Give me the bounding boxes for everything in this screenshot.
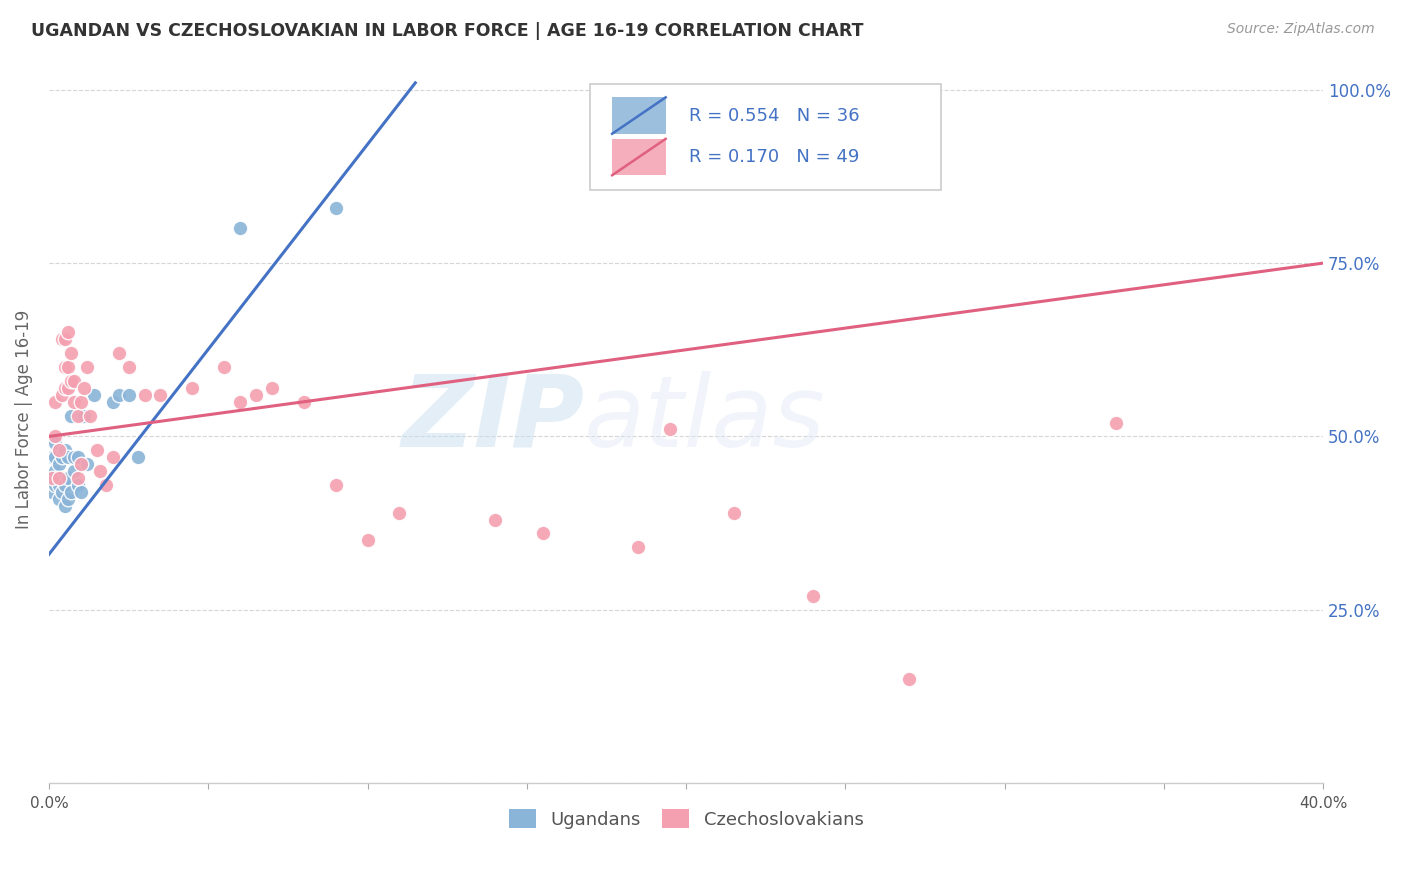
Point xyxy=(66,450,89,465)
Point xyxy=(69,409,91,423)
Point xyxy=(292,394,315,409)
Point xyxy=(60,484,83,499)
Point xyxy=(69,394,91,409)
Point xyxy=(898,672,921,686)
Point xyxy=(659,422,682,436)
Legend: Ugandans, Czechoslovakians: Ugandans, Czechoslovakians xyxy=(502,802,870,836)
Point xyxy=(96,478,118,492)
Point xyxy=(60,346,83,360)
Point xyxy=(117,388,139,402)
Point xyxy=(325,201,347,215)
Point xyxy=(356,533,378,548)
Point xyxy=(48,457,70,471)
Point xyxy=(212,360,235,375)
Point xyxy=(56,326,79,340)
Point xyxy=(229,394,252,409)
Point xyxy=(245,388,267,402)
Point xyxy=(260,381,283,395)
Y-axis label: In Labor Force | Age 16-19: In Labor Force | Age 16-19 xyxy=(15,310,32,529)
Point xyxy=(41,484,63,499)
Text: Source: ZipAtlas.com: Source: ZipAtlas.com xyxy=(1227,22,1375,37)
Point xyxy=(44,450,66,465)
Point xyxy=(89,464,111,478)
Text: R = 0.554   N = 36: R = 0.554 N = 36 xyxy=(689,106,859,125)
Point xyxy=(325,478,347,492)
Point xyxy=(83,388,105,402)
Point xyxy=(76,457,98,471)
Point xyxy=(60,409,83,423)
Text: ZIP: ZIP xyxy=(401,370,583,467)
FancyBboxPatch shape xyxy=(612,97,665,134)
Point xyxy=(101,394,124,409)
Point xyxy=(63,450,86,465)
Point xyxy=(76,360,98,375)
Point xyxy=(86,443,108,458)
Point xyxy=(51,332,73,346)
Point xyxy=(48,443,70,458)
Point xyxy=(56,471,79,485)
Point xyxy=(41,471,63,485)
Point xyxy=(73,381,96,395)
Point xyxy=(56,450,79,465)
Point xyxy=(44,478,66,492)
Point xyxy=(66,471,89,485)
Point xyxy=(63,374,86,388)
Point xyxy=(41,471,63,485)
FancyBboxPatch shape xyxy=(612,139,665,175)
Point xyxy=(101,450,124,465)
Point xyxy=(627,541,650,555)
Text: atlas: atlas xyxy=(583,370,825,467)
Point xyxy=(44,394,66,409)
Point xyxy=(229,221,252,235)
Point xyxy=(53,381,76,395)
Text: UGANDAN VS CZECHOSLOVAKIAN IN LABOR FORCE | AGE 16-19 CORRELATION CHART: UGANDAN VS CZECHOSLOVAKIAN IN LABOR FORC… xyxy=(31,22,863,40)
Point xyxy=(48,478,70,492)
Point xyxy=(63,394,86,409)
Point xyxy=(134,388,156,402)
Point xyxy=(53,443,76,458)
Point xyxy=(1105,416,1128,430)
Point xyxy=(53,360,76,375)
Point xyxy=(69,484,91,499)
Point xyxy=(803,589,825,603)
Point xyxy=(181,381,204,395)
Point xyxy=(53,478,76,492)
Point xyxy=(723,506,745,520)
Point xyxy=(79,409,101,423)
Point xyxy=(108,388,131,402)
Point xyxy=(60,374,83,388)
Point xyxy=(53,332,76,346)
Point xyxy=(149,388,172,402)
Point xyxy=(388,506,411,520)
Point xyxy=(484,513,506,527)
Point xyxy=(44,436,66,450)
Point xyxy=(63,464,86,478)
Point xyxy=(66,409,89,423)
Point xyxy=(51,450,73,465)
Point xyxy=(56,491,79,506)
Point xyxy=(44,429,66,443)
Text: R = 0.170   N = 49: R = 0.170 N = 49 xyxy=(689,148,859,166)
Point xyxy=(108,346,131,360)
Point xyxy=(53,499,76,513)
Point xyxy=(51,471,73,485)
Point xyxy=(117,360,139,375)
Point xyxy=(44,464,66,478)
Point xyxy=(48,491,70,506)
Point xyxy=(48,471,70,485)
Point xyxy=(66,478,89,492)
Point xyxy=(73,409,96,423)
Point xyxy=(56,381,79,395)
Point xyxy=(51,484,73,499)
Point xyxy=(51,388,73,402)
Point xyxy=(531,526,554,541)
Point xyxy=(127,450,149,465)
FancyBboxPatch shape xyxy=(591,84,941,190)
Point xyxy=(41,450,63,465)
Point xyxy=(56,360,79,375)
Point xyxy=(69,457,91,471)
